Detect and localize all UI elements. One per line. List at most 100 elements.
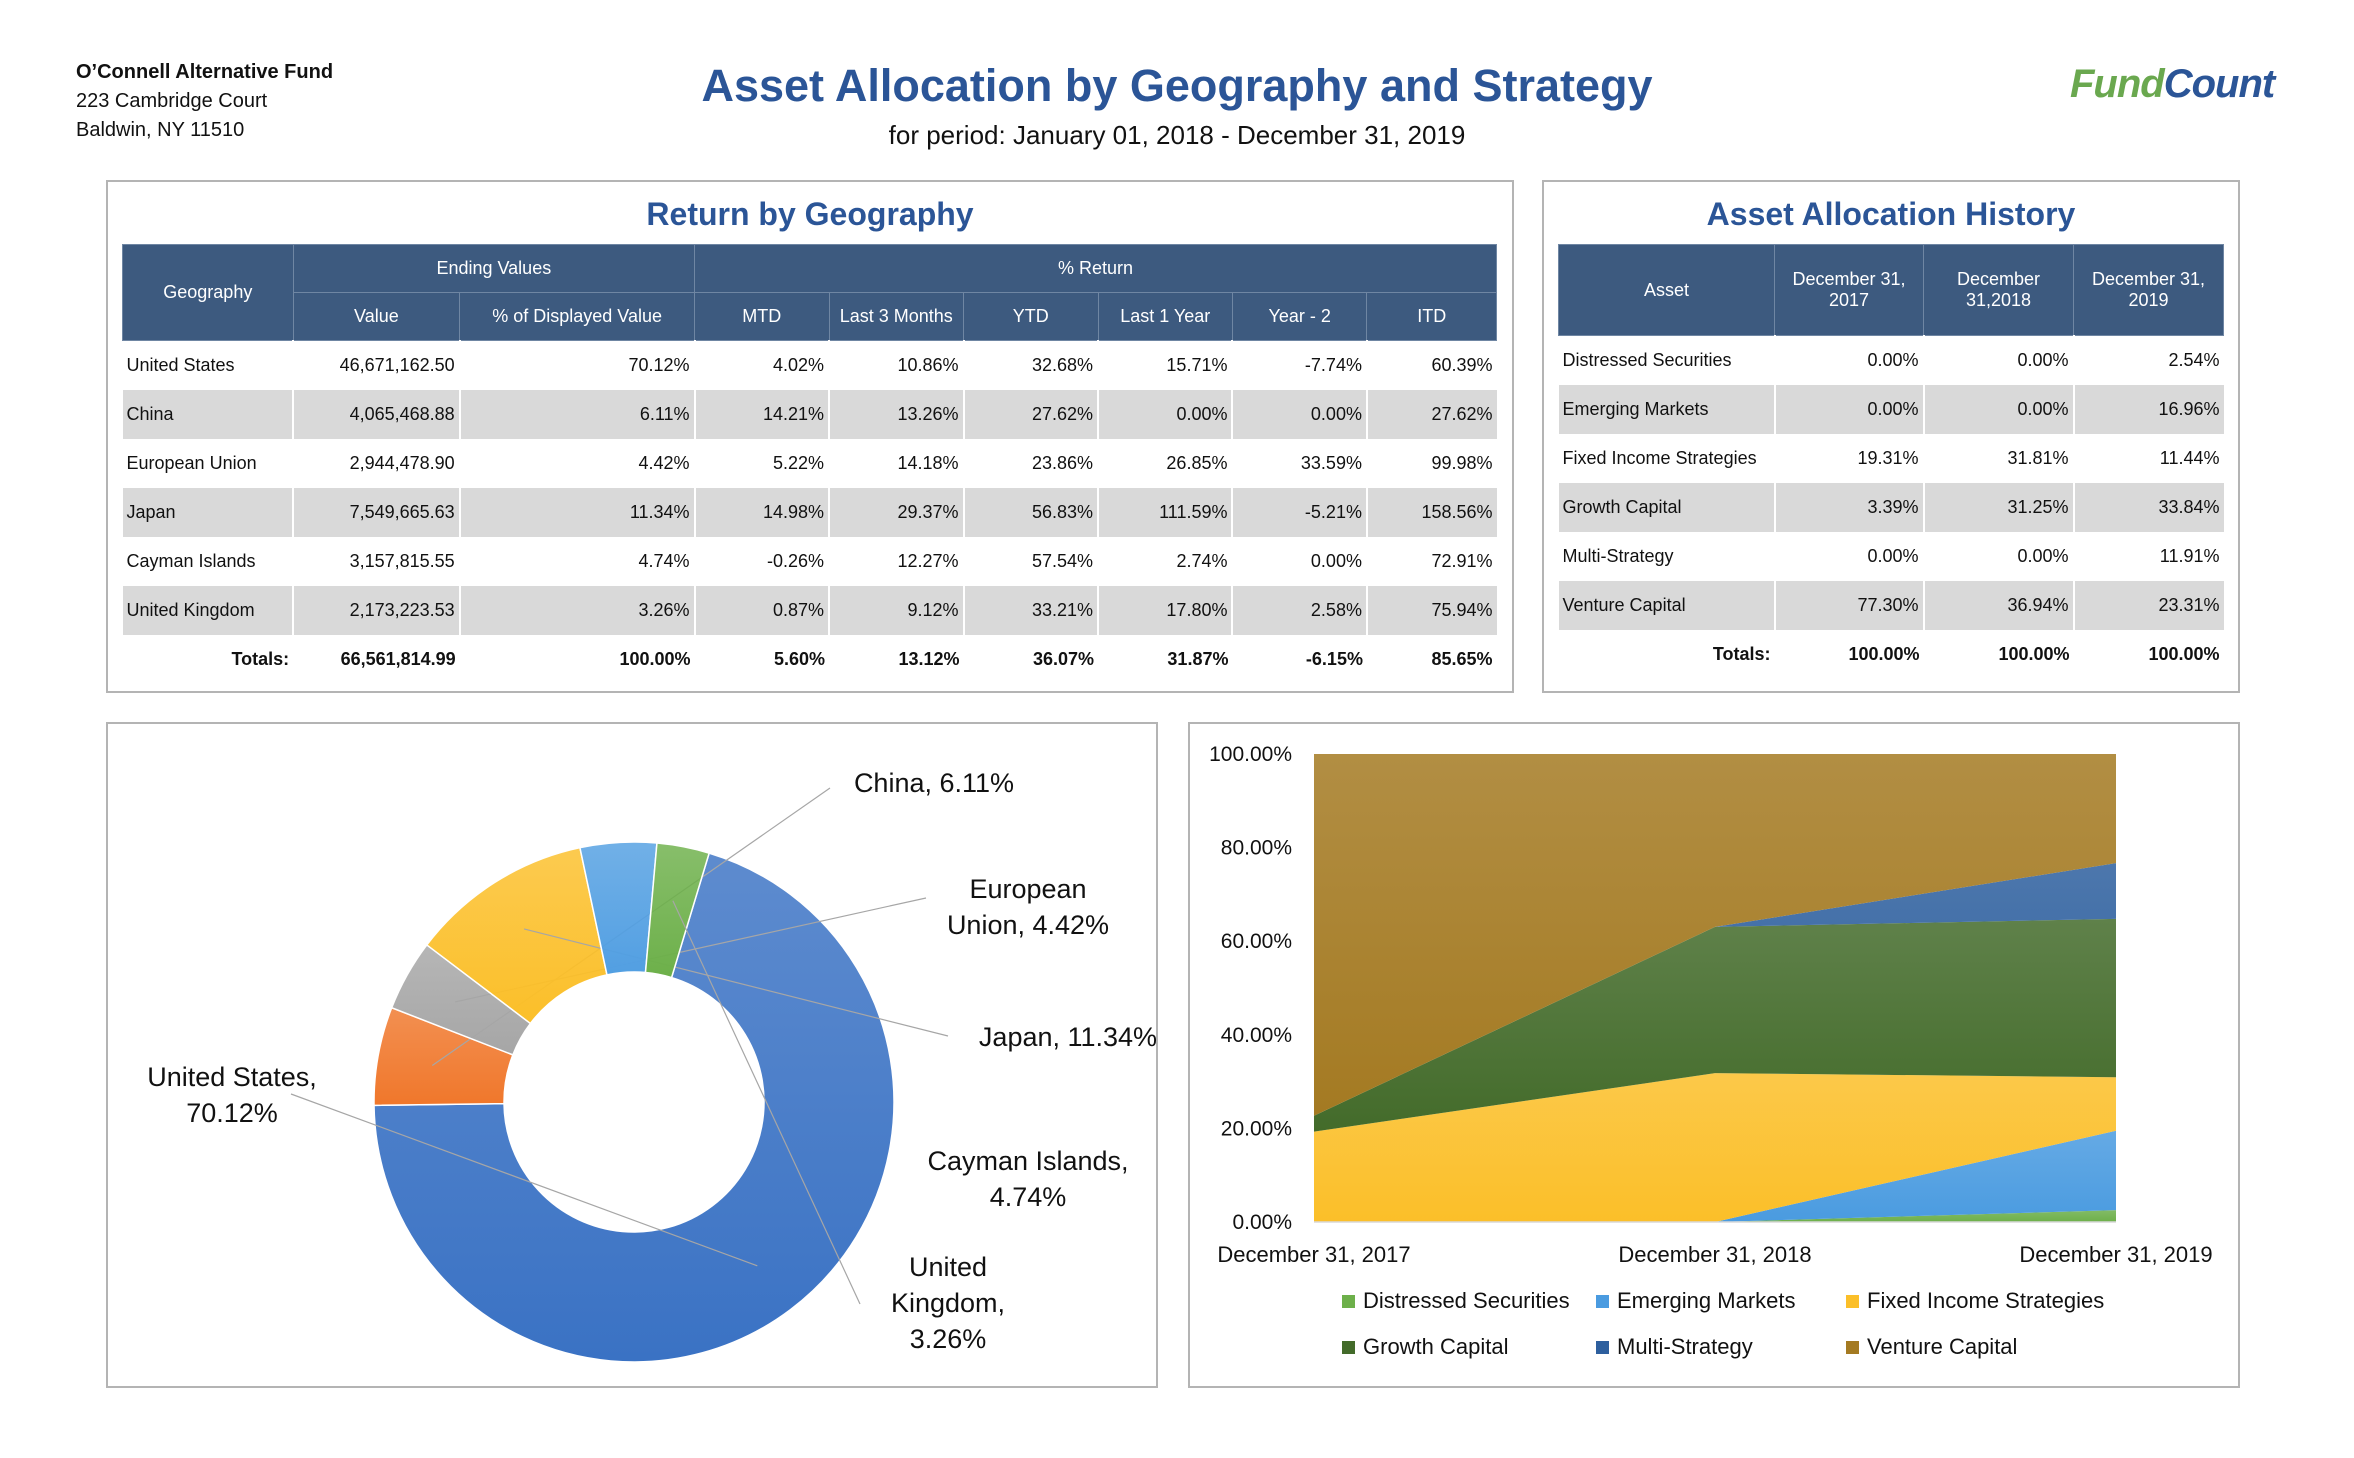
legend-label-fixed-income-strategies: Fixed Income Strategies [1867, 1288, 2104, 1313]
table-cell: 0.00% [1923, 532, 2075, 581]
allocation-panel-title: Asset Allocation History [1706, 196, 2076, 232]
data-label-line: 4.74% [990, 1182, 1067, 1212]
allocation-table: Asset December 31, 2017 December 31,2018 D… [1558, 244, 2224, 679]
data-label-line: United [909, 1252, 987, 1282]
table-cell: 10.86% [829, 340, 965, 390]
table-row: Emerging Markets 0.00% 0.00% 16.96% [1558, 385, 2224, 434]
allocation-area-chart: 0.00% 20.00% 40.00% 60.00% 80.00% 100.00% Dece… [1209, 743, 2213, 1359]
table-row: Growth Capital 3.39% 31.25% 33.84% [1558, 483, 2224, 532]
row-label: Distressed Securities [1558, 335, 1776, 385]
legend-label-growth-capital: Growth Capital [1363, 1334, 1509, 1359]
data-label-line: China, 6.11% [854, 768, 1014, 798]
col-header-year-2: Year - 2 [1231, 292, 1368, 341]
totals-cell: 66,561,814.99 [340, 649, 456, 669]
y-tick-label: 80.00% [1221, 837, 1292, 860]
data-label-line: Union, 4.42% [947, 910, 1109, 940]
table-cell: 13.26% [829, 390, 965, 439]
table-cell: 7,549,665.63 [293, 488, 461, 537]
table-row: Fixed Income Strategies 19.31% 31.81% 11.44… [1558, 434, 2224, 483]
col-group-ending-values: Ending Values [292, 244, 696, 293]
table-cell: 26.85% [1098, 439, 1234, 488]
table-row: Distressed Securities 0.00% 0.00% 2.54% [1558, 335, 2224, 385]
totals-label: Totals: [231, 649, 290, 669]
table-cell: 77.30% [1774, 581, 1925, 630]
table-cell: 2.74% [1098, 537, 1234, 586]
geography-panel: Return by Geography Geography Ending Val… [106, 180, 1514, 693]
data-label-united-kingdom: United Kingdom, 3.26% [891, 1252, 1005, 1354]
col-group-pct-return: % Return [694, 244, 1497, 293]
table-cell: 14.98% [694, 488, 831, 537]
area-series-venture-capital [1314, 754, 2116, 1116]
fund-name: O’Connell Alternative Fund [76, 61, 334, 83]
table-row: United States 46,671,162.50 70.12% 4.02% 10.… [122, 340, 1497, 390]
table-cell: 14.18% [829, 439, 965, 488]
table-cell: 56.83% [963, 488, 1100, 537]
table-row: Japan 7,549,665.63 11.34% 14.98% 29.37% 56.83… [122, 488, 1497, 537]
y-tick-label: 20.00% [1221, 1117, 1292, 1140]
table-cell: 5.22% [694, 439, 831, 488]
area-series-fixed-income-strategies [1314, 1073, 2116, 1222]
table-cell: 72.91% [1431, 551, 1493, 571]
logo-text-part1: Fund [2070, 62, 2165, 106]
data-label-japan: Japan, 11.34% [979, 1022, 1156, 1052]
leader-line-united-kingdom [672, 900, 861, 1305]
y-tick-label: 60.00% [1221, 930, 1292, 953]
leader-line-japan [523, 928, 949, 1037]
table-cell: 111.59% [1098, 488, 1234, 537]
table-cell: 23.86% [963, 439, 1100, 488]
table-cell: 36.94% [1923, 581, 2075, 630]
legend-label-multi-strategy: Multi-Strategy [1617, 1334, 1753, 1359]
table-cell: 33.59% [1232, 439, 1368, 488]
table-cell: 6.11% [459, 390, 696, 439]
table-cell: 27.62% [1366, 390, 1497, 439]
table-cell: 2,944,478.90 [293, 439, 461, 488]
fund-address-line1: 223 Cambridge Court [76, 90, 268, 112]
table-cell: 32.68% [963, 340, 1100, 390]
table-row: Venture Capital 77.30% 36.94% 23.31% [1558, 581, 2224, 630]
geography-donut-panel: United States, 70.12% China, 6.11% European… [106, 722, 1158, 1388]
table-cell: 2.54% [2168, 350, 2220, 370]
data-label-line: Cayman Islands, [927, 1146, 1128, 1176]
table-cell: 33.84% [2073, 483, 2224, 532]
data-label-line: 70.12% [186, 1098, 278, 1128]
table-cell: 27.62% [963, 390, 1100, 439]
table-cell: 0.00% [1774, 532, 1925, 581]
data-label-line: Kingdom, [891, 1288, 1005, 1318]
table-cell: 11.91% [2159, 546, 2220, 566]
area-series-multi-strategy [1314, 863, 2116, 1116]
data-label-cayman-islands: Cayman Islands, 4.74% [927, 1146, 1128, 1212]
table-cell: 0.00% [1923, 335, 2075, 385]
totals-cell: 36.07% [1032, 649, 1094, 669]
table-cell: -7.74% [1232, 340, 1368, 390]
row-label: Cayman Islands [122, 537, 295, 586]
table-cell: 0.00% [1232, 390, 1368, 439]
table-cell: 57.54% [963, 537, 1100, 586]
row-label: Multi-Strategy [1558, 532, 1776, 581]
x-tick-label: December 31, 2018 [1618, 1242, 1811, 1267]
table-cell: 3,157,815.55 [293, 537, 461, 586]
table-cell: 60.39% [1431, 355, 1493, 375]
legend-swatch-distressed-securities [1342, 1295, 1355, 1308]
table-cell: 0.00% [1232, 537, 1368, 586]
table-cell: 12.27% [829, 537, 965, 586]
totals-cell: 5.60% [773, 649, 826, 669]
table-cell: 15.71% [1098, 340, 1234, 390]
totals-cell: 100.00% [1848, 644, 1920, 664]
col-header-geography: Geography [122, 244, 294, 341]
col-header-december-31-2017: December 31, 2017 [1774, 244, 1924, 336]
table-cell: 11.34% [459, 488, 696, 537]
donut-slice-united-states [373, 852, 895, 1363]
row-label: China [122, 390, 295, 439]
col-header-december-31-2018: December 31,2018 [1923, 244, 2074, 336]
totals-cell: 85.65% [1431, 649, 1493, 669]
geography-panel-title: Return by Geography [646, 196, 974, 232]
totals-label: Totals: [1712, 644, 1771, 664]
report-period: for period: January 01, 2018 - December … [888, 120, 1466, 150]
data-label-line: United States, [147, 1062, 317, 1092]
table-cell: 99.98% [1431, 453, 1493, 473]
col-header-asset: Asset [1558, 244, 1775, 336]
fund-address-block: O’Connell Alternative Fund 223 Cambridge… [76, 58, 333, 145]
leader-line-united-states [290, 1093, 758, 1267]
table-cell: 0.00% [1774, 335, 1925, 385]
table-cell: 9.12% [829, 586, 965, 635]
